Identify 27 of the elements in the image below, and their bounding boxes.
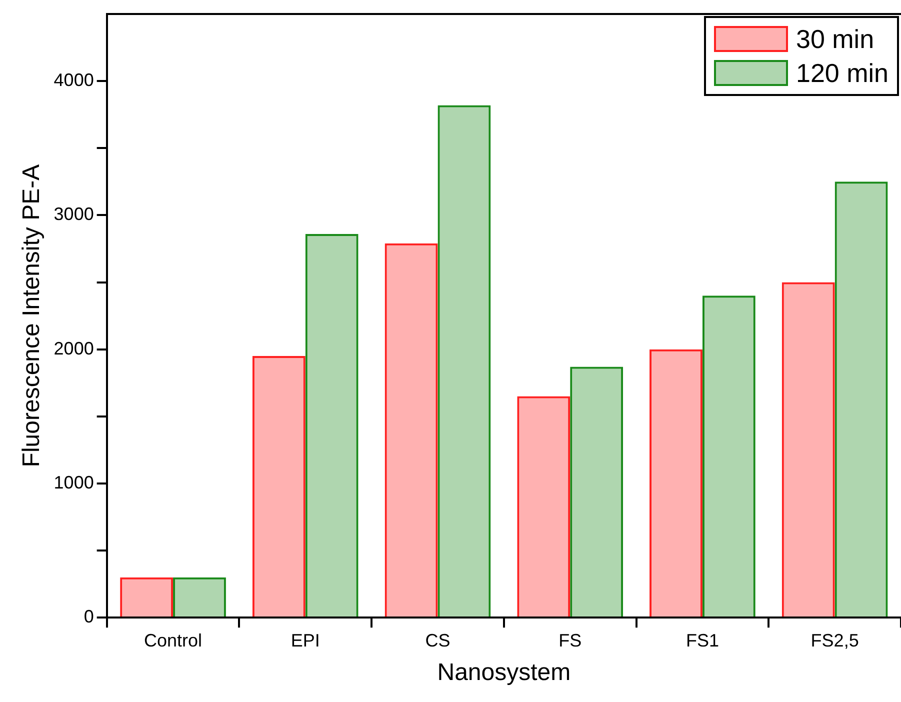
- x-tick-label: CS: [425, 630, 450, 650]
- legend-label: 120 min: [796, 57, 888, 90]
- y-tick-label: 3000: [54, 204, 94, 224]
- bar: [570, 366, 624, 617]
- y-tick-label: 2000: [54, 338, 94, 358]
- bar: [834, 182, 888, 617]
- bar: [650, 349, 702, 617]
- bar: [120, 577, 174, 617]
- bar: [252, 356, 306, 617]
- bar: [782, 282, 835, 617]
- x-axis-title: Nanosystem: [437, 659, 571, 686]
- x-tick-label: EPI: [290, 630, 320, 650]
- x-tick-label: FS2,5: [810, 630, 859, 650]
- bar: [438, 105, 491, 617]
- legend-label: 30 min: [796, 23, 874, 56]
- bar: [517, 396, 570, 617]
- bar: [702, 296, 756, 617]
- y-axis-title: Fluorescence Intensity PE-A: [18, 164, 46, 468]
- y-tick-label: 1000: [54, 472, 94, 492]
- x-tick-label: Control: [144, 630, 202, 650]
- bar: [173, 577, 226, 617]
- x-tick-label: FS: [558, 630, 582, 650]
- bar: [305, 234, 358, 617]
- x-tick-label: FS1: [686, 630, 719, 650]
- y-tick-label: 4000: [54, 70, 94, 90]
- bar: [384, 243, 438, 617]
- y-tick-label: 0: [84, 606, 94, 627]
